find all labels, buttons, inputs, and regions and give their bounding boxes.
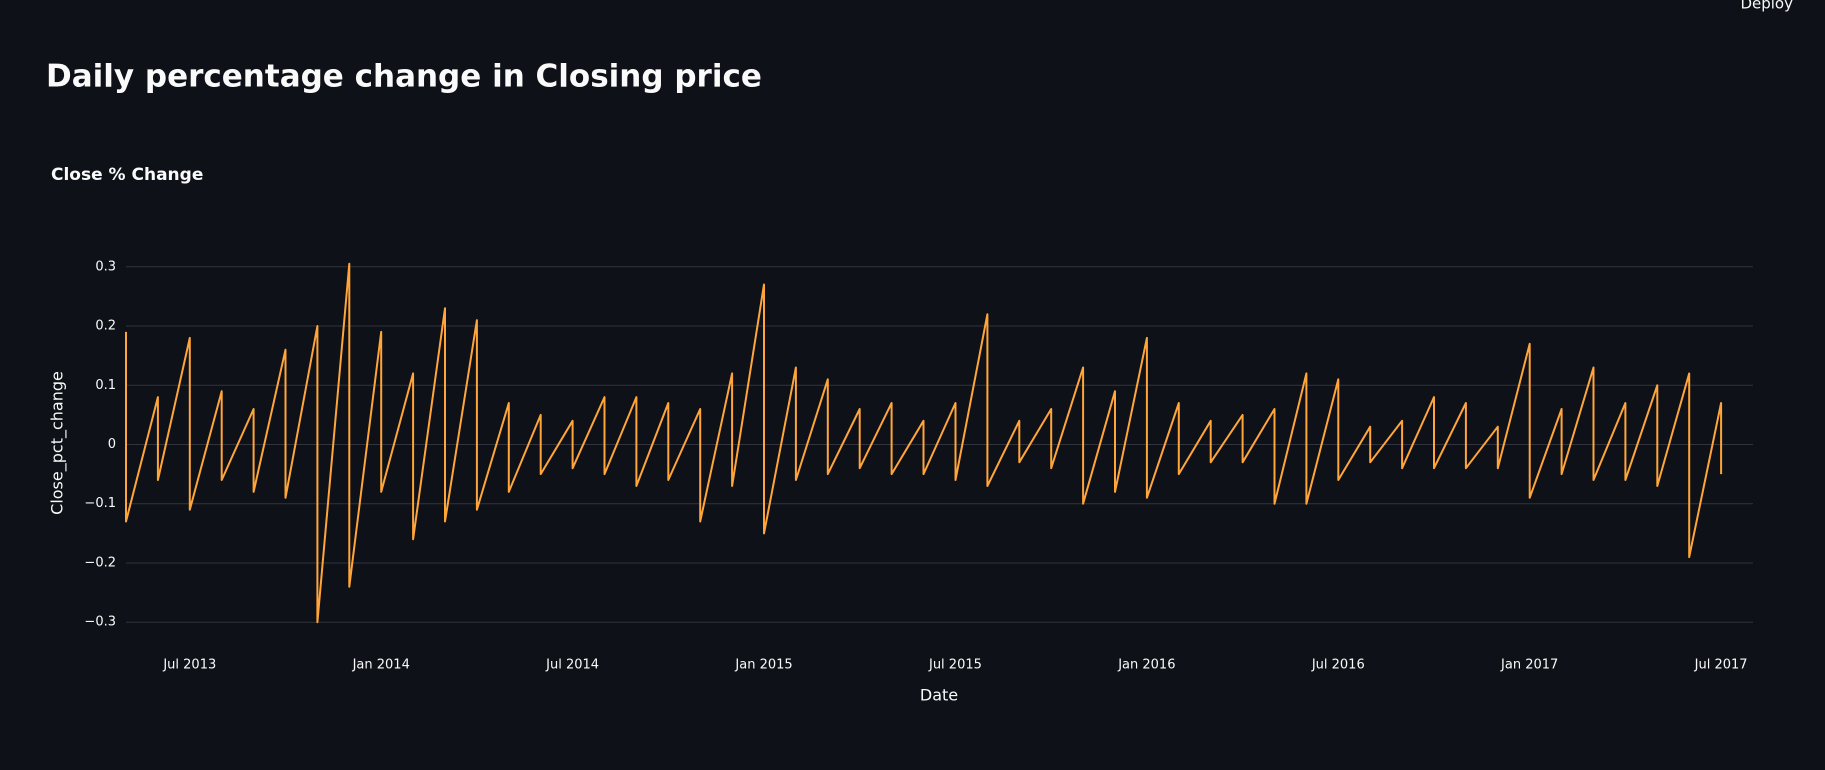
y-tick-label: 0.1 <box>95 378 116 393</box>
x-tick-label: Jan 2017 <box>1500 658 1558 673</box>
x-tick-label: Jan 2015 <box>734 658 792 673</box>
y-tick-label: 0 <box>108 437 116 452</box>
x-tick-label: Jul 2016 <box>1311 658 1365 673</box>
y-axis-label: Close_pct_change <box>48 371 68 515</box>
y-tick-label: −0.1 <box>84 496 116 511</box>
y-tick-label: 0.3 <box>95 259 116 274</box>
y-tick-label: −0.3 <box>84 615 116 630</box>
data-line <box>125 262 1723 624</box>
x-tick-label: Jul 2017 <box>1694 658 1748 673</box>
page-title: Daily percentage change in Closing price <box>46 59 762 95</box>
x-axis-label: Date <box>920 686 958 705</box>
x-tick-label: Jul 2014 <box>545 658 599 673</box>
chart-title: Close % Change <box>51 165 203 185</box>
x-tick-label: Jul 2015 <box>928 658 982 673</box>
deploy-button[interactable]: Deploy <box>1740 0 1793 13</box>
x-tick-label: Jul 2013 <box>162 658 216 673</box>
x-tick-label: Jan 2016 <box>1117 658 1175 673</box>
y-tick-label: 0.2 <box>95 319 116 334</box>
x-tick-label: Jan 2014 <box>352 658 410 673</box>
y-tick-label: −0.2 <box>84 555 116 570</box>
